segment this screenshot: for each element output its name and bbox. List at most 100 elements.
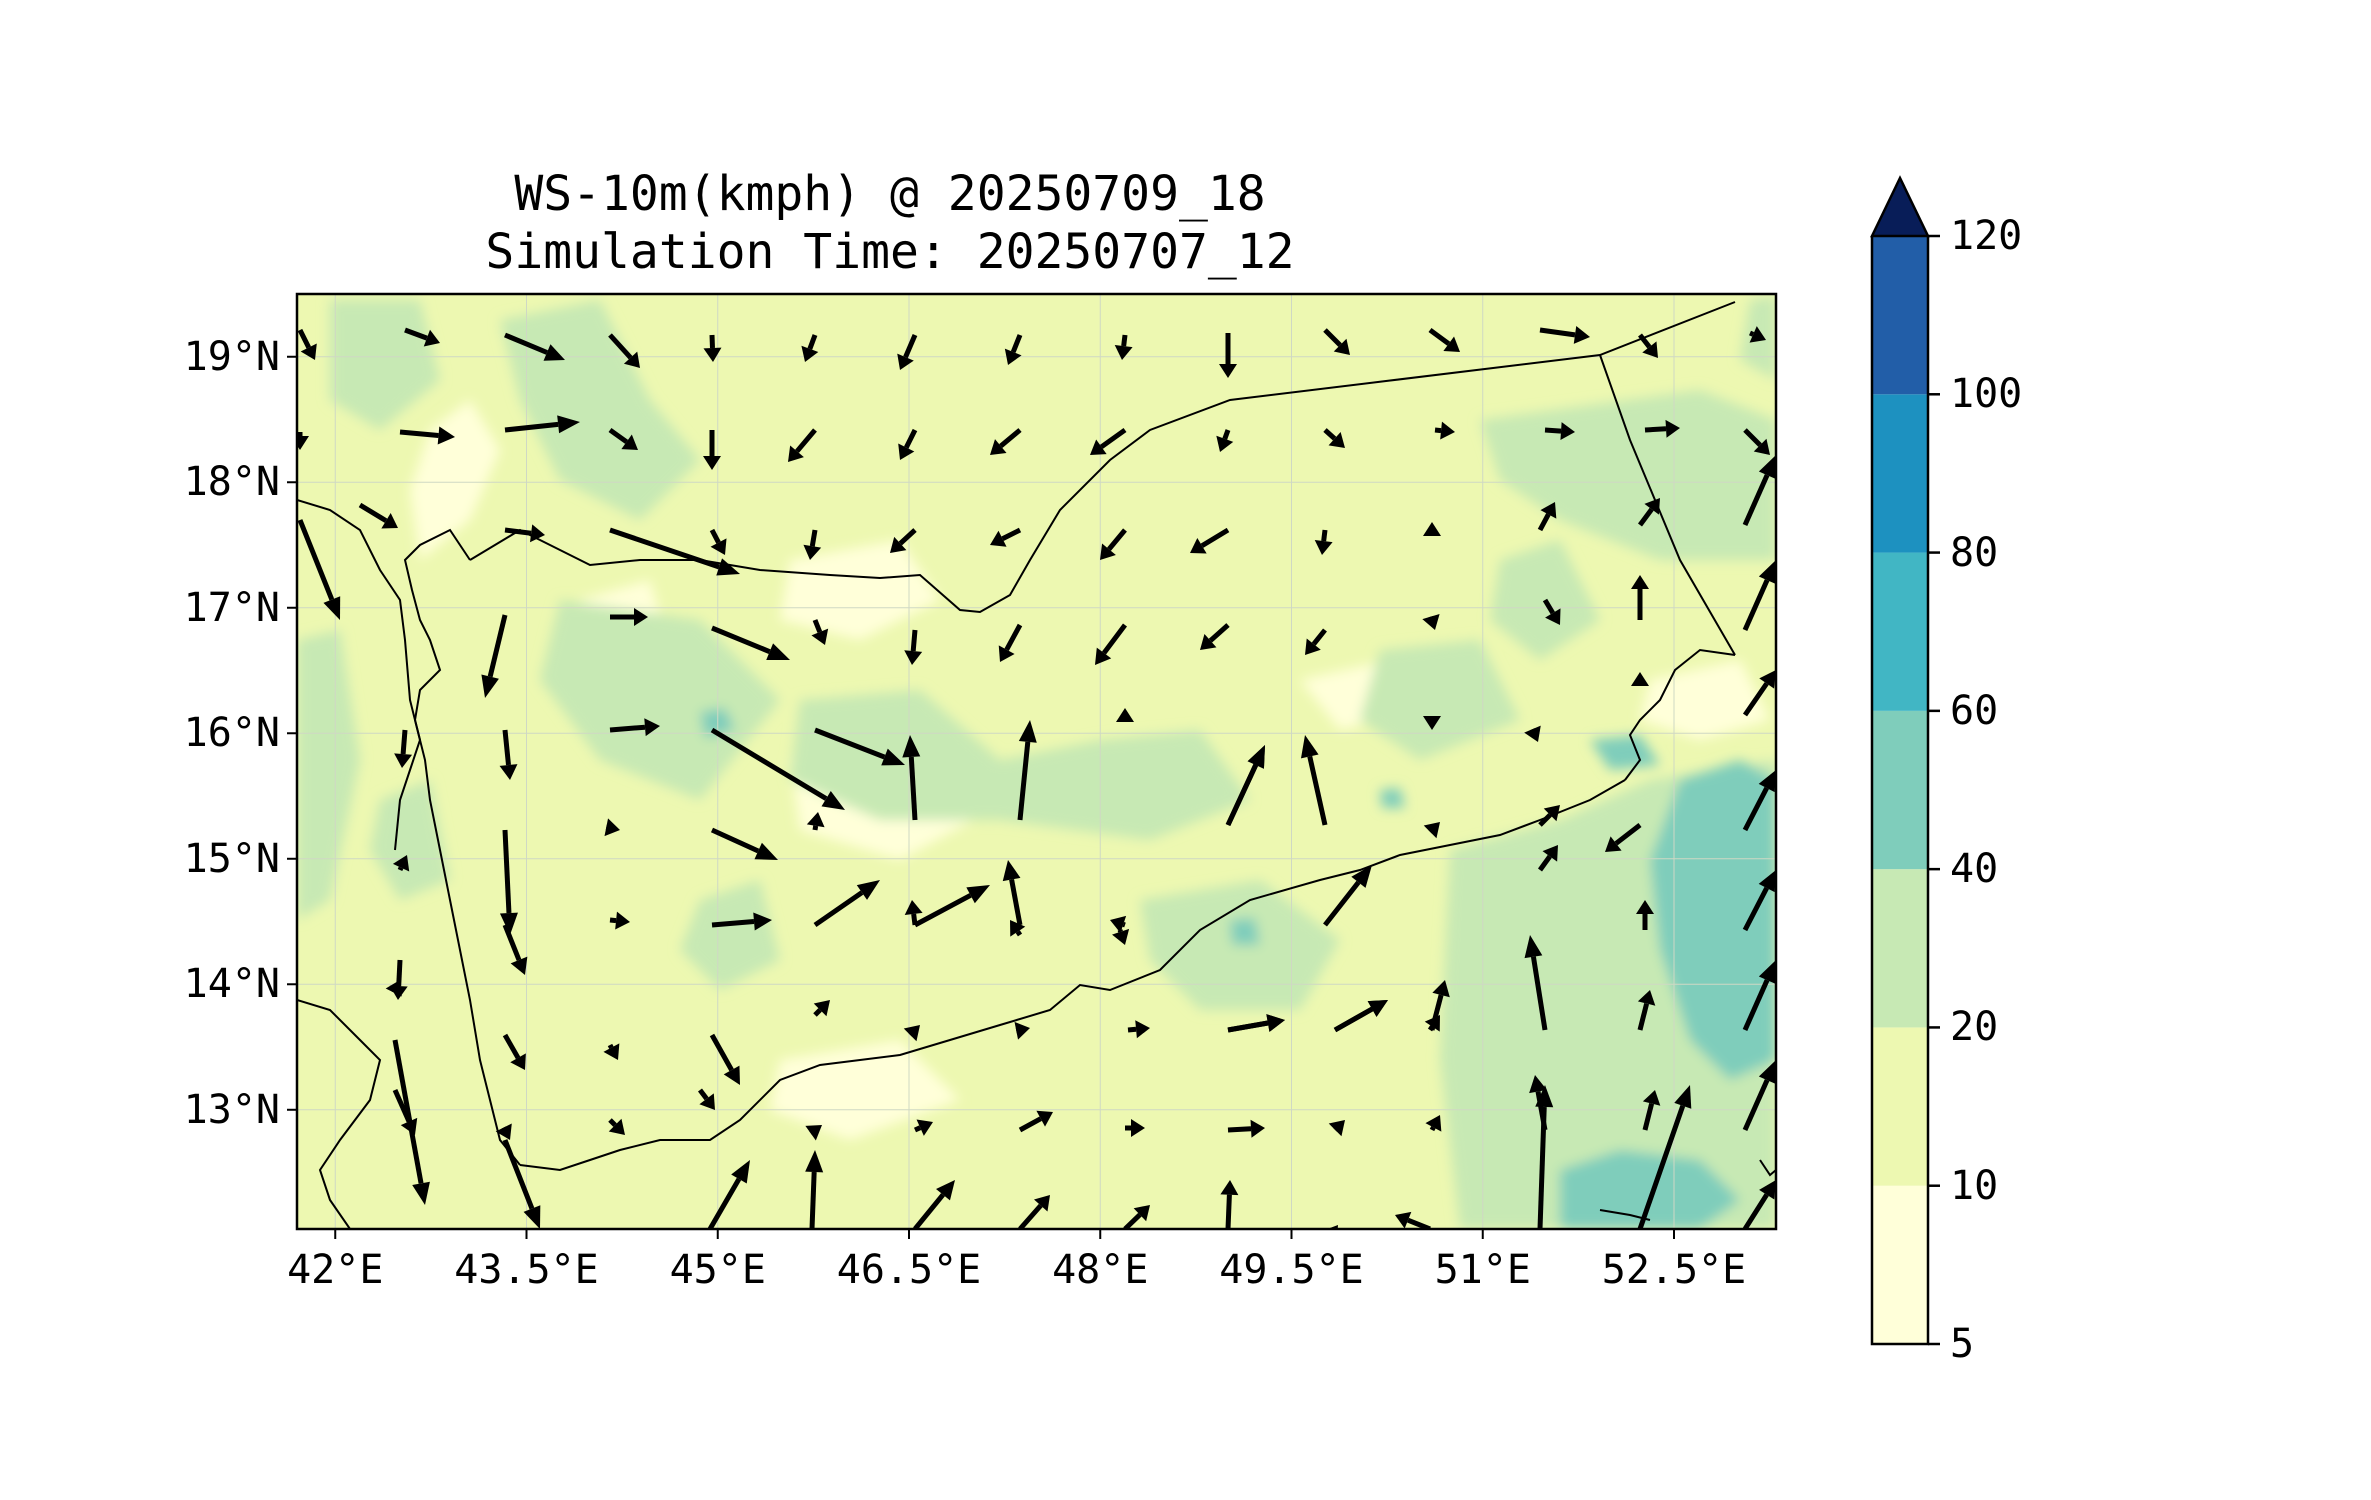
wind-speed-region: [790, 690, 1250, 840]
lon-tick-label: 42°E: [287, 1247, 384, 1293]
wind-vector-arrow: [898, 428, 918, 460]
wind-vector-arrow: [1190, 527, 1230, 554]
wind-vector-arrow: [1631, 575, 1649, 620]
lon-tick-label: 51°E: [1434, 1247, 1531, 1293]
wind-vector-arrow: [710, 827, 778, 860]
coastline: [1624, 648, 1736, 781]
colorbar-frame: [1870, 236, 1930, 1346]
wind-vector-arrow: [897, 334, 918, 370]
wind-vector-arrow: [1644, 419, 1680, 438]
wind-vector-arrow: [404, 327, 440, 347]
wind-vector-arrow: [913, 885, 990, 928]
colorbar-tick-label: 100: [1950, 371, 2023, 418]
coastline: [469, 301, 1736, 614]
wind-vector-arrow: [504, 332, 565, 361]
wind-vector-arrow: [608, 1118, 625, 1135]
wind-vector-arrow: [504, 524, 545, 543]
wind-vector-arrow: [710, 727, 845, 810]
colorbar-tick-label: 20: [1950, 1004, 1999, 1051]
lat-tick-label: 16°N: [183, 710, 280, 757]
colorbar-segment: [1872, 1185, 1928, 1344]
wind-vector-arrow: [1631, 672, 1649, 686]
wind-vector-arrow: [604, 818, 620, 837]
wind-vector-arrow: [1637, 990, 1656, 1031]
wind-vector-arrow: [1424, 1015, 1440, 1032]
wind-speed-region: [297, 630, 360, 920]
wind-vector-arrow: [1537, 502, 1557, 532]
wind-vector-arrow: [814, 727, 905, 766]
wind-vector-arrow: [813, 1000, 830, 1017]
wind-vector-arrow: [902, 735, 921, 821]
wind-speed-field: [297, 296, 1776, 1229]
wind-vector-arrow: [1742, 960, 1776, 1032]
coastline: [1759, 1159, 1776, 1177]
colorbar-tick-label: 60: [1950, 687, 1999, 734]
wind-speed-region: [370, 780, 450, 900]
wind-vector-arrow: [609, 911, 630, 930]
lat-tick-label: 17°N: [183, 584, 280, 631]
wind-speed-region: [1380, 788, 1405, 808]
wind-vector-arrow: [610, 608, 648, 626]
lat-tick-label: 15°N: [183, 835, 280, 882]
wind-vector-arrow: [1323, 865, 1372, 927]
wind-vector-arrow: [1605, 823, 1642, 852]
wind-vector-arrow: [1090, 427, 1127, 455]
wind-vector-arrow: [1227, 1014, 1285, 1033]
wind-vector-arrow: [904, 900, 923, 926]
lon-tick-label: 48°E: [1052, 1247, 1149, 1293]
wind-vector-arrow: [1538, 805, 1560, 827]
wind-vector-arrow: [389, 959, 408, 1000]
wind-vector-arrow: [1225, 745, 1265, 827]
wind-vector-arrow: [603, 1043, 620, 1060]
wind-speed-region: [1650, 760, 1776, 1080]
wind-vector-arrow: [1524, 935, 1548, 1031]
wind-vector-arrow: [1305, 628, 1327, 655]
colorbar-segment: [1872, 1027, 1928, 1186]
wind-vector-arrow: [1524, 725, 1541, 742]
colorbar-segment: [1872, 869, 1928, 1028]
lat-tick-label: 19°N: [183, 333, 280, 380]
wind-speed-region: [680, 880, 780, 990]
wind-vector-arrow: [1127, 1020, 1150, 1039]
wind-vector-arrow: [502, 1033, 526, 1070]
wind-vector-arrow: [1428, 327, 1460, 352]
wind-vector-arrow: [1423, 822, 1440, 839]
wind-vector-arrow: [903, 1025, 920, 1042]
wind-vector-arrow: [811, 619, 829, 645]
wind-vector-arrow: [502, 1139, 541, 1229]
wind-vector-arrow: [358, 502, 398, 529]
lon-tick-label: 43.5°E: [454, 1247, 599, 1293]
lon-tick-label: 52.5°E: [1601, 1247, 1747, 1293]
wind-vector-arrow: [1333, 1000, 1388, 1033]
wind-speed-region: [780, 540, 940, 640]
wind-vector-arrow: [1017, 720, 1037, 821]
wind-vector-arrow: [1637, 498, 1660, 527]
wind-vector-arrow: [608, 333, 640, 368]
colorbar: [1870, 175, 1940, 1346]
wind-vector-arrow: [499, 829, 518, 935]
lon-tick-label: 45°E: [669, 1247, 766, 1293]
wind-vector-arrow: [1742, 1060, 1776, 1132]
wind-vector-arrow: [1116, 708, 1134, 722]
map-panel: [297, 294, 1776, 1229]
wind-vector-arrow: [1112, 928, 1130, 945]
colorbar-segment: [1872, 236, 1928, 395]
wind-vector-arrow: [1328, 1120, 1345, 1137]
wind-vector-arrow: [1018, 1110, 1053, 1133]
wind-vector-arrow: [1018, 1195, 1050, 1229]
wind-vector-arrow: [1544, 422, 1575, 441]
wind-vector-arrow: [1002, 860, 1023, 926]
wind-vector-arrow: [495, 1123, 512, 1140]
wind-speed-region: [1640, 660, 1770, 740]
wind-vector-arrow: [1095, 623, 1127, 665]
wind-speed-region: [1230, 918, 1260, 945]
wind-vector-arrow: [913, 1180, 955, 1229]
wind-vector-arrow: [805, 1150, 824, 1229]
wind-speed-region: [1560, 1150, 1740, 1229]
wind-vector-arrow: [1423, 522, 1441, 536]
wind-vector-arrow: [1114, 334, 1133, 360]
map-frame: [295, 292, 1778, 1231]
wind-vector-arrow: [1539, 325, 1590, 344]
wind-vector-arrow: [1219, 333, 1237, 378]
wind-vector-arrow: [1742, 455, 1776, 527]
